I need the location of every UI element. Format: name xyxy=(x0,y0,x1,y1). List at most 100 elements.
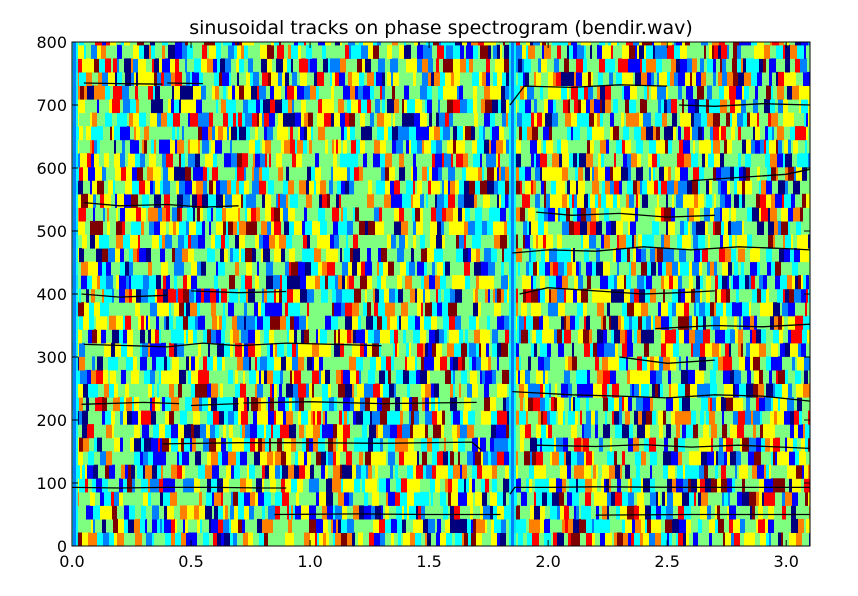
spectrogram-cell xyxy=(196,99,202,114)
spectrogram-cell xyxy=(481,99,485,114)
spectrogram-cell xyxy=(718,71,722,86)
spectrogram-cell xyxy=(760,532,766,546)
spectrogram-cell xyxy=(262,464,265,479)
spectrogram-cell xyxy=(685,410,691,425)
spectrogram-cell xyxy=(664,99,667,114)
spectrogram-cell xyxy=(485,518,487,533)
spectrogram-cell xyxy=(505,193,508,208)
spectrogram-cell xyxy=(405,112,410,127)
spectrogram-cell xyxy=(667,99,671,114)
spectrogram-cell xyxy=(397,275,402,290)
spectrogram-cell xyxy=(647,261,651,276)
spectrogram-cell xyxy=(440,126,443,141)
spectrogram-cell xyxy=(269,112,275,127)
spectrogram-cell xyxy=(105,58,111,73)
spectrogram-cell xyxy=(325,275,328,290)
spectrogram-cell xyxy=(78,220,81,235)
spectrogram-cell xyxy=(82,532,88,546)
spectrogram-cell xyxy=(304,112,308,127)
spectrogram-cell xyxy=(595,424,598,439)
spectrogram-cell xyxy=(721,166,723,181)
spectrogram-cell xyxy=(156,356,159,371)
spectrogram-cell xyxy=(211,383,218,398)
spectrogram-cell xyxy=(248,329,255,344)
spectrogram-cell xyxy=(759,207,761,222)
spectrogram-cell xyxy=(104,153,109,168)
spectrogram-cell xyxy=(595,356,599,371)
spectrogram-cell xyxy=(490,397,496,412)
spectrogram-cell xyxy=(110,369,116,384)
spectrogram-cell xyxy=(465,126,471,141)
spectrogram-cell xyxy=(363,85,370,100)
spectrogram-cell xyxy=(119,478,123,493)
spectrogram-cell xyxy=(545,288,549,303)
spectrogram-cell xyxy=(335,505,342,520)
spectrogram-cell xyxy=(577,193,584,208)
spectrogram-cell xyxy=(603,424,610,439)
spectrogram-cell xyxy=(391,71,393,86)
spectrogram-cell xyxy=(696,71,701,86)
spectrogram-cell xyxy=(159,58,162,73)
spectrogram-cell xyxy=(282,71,285,86)
spectrogram-cell xyxy=(261,369,264,384)
spectrogram-cell xyxy=(345,302,352,317)
spectrogram-cell xyxy=(695,288,700,303)
spectrogram-cell xyxy=(132,397,134,412)
spectrogram-cell xyxy=(791,234,793,249)
spectrogram-cell xyxy=(456,207,458,222)
spectrogram-cell xyxy=(531,220,538,235)
spectrogram-cell xyxy=(126,42,130,46)
spectrogram-cell xyxy=(742,193,745,208)
spectrogram-cell xyxy=(136,126,140,141)
spectrogram-cell xyxy=(629,193,634,208)
spectrogram-cell xyxy=(650,58,656,73)
spectrogram-cell xyxy=(328,275,335,290)
spectrogram-cell xyxy=(190,71,192,86)
spectrogram-cell xyxy=(722,424,727,439)
spectrogram-cell xyxy=(258,437,262,452)
spectrogram-cell xyxy=(228,410,231,425)
spectrogram-cell xyxy=(169,478,175,493)
spectrogram-cell xyxy=(759,288,761,303)
spectrogram-cell xyxy=(345,180,349,195)
spectrogram-cell xyxy=(129,505,135,520)
spectrogram-cell xyxy=(467,424,474,439)
spectrogram-cell xyxy=(464,532,468,546)
spectrogram-cell xyxy=(447,99,453,114)
spectrogram-cell xyxy=(569,478,576,493)
spectrogram-cell xyxy=(106,424,109,439)
spectrogram-cell xyxy=(180,410,187,425)
spectrogram-cell xyxy=(246,288,248,303)
spectrogram-cell xyxy=(449,220,451,235)
spectrogram-cell xyxy=(155,397,160,412)
spectrogram-cell xyxy=(167,356,170,371)
spectrogram-cell xyxy=(593,464,596,479)
spectrogram-cell xyxy=(481,356,488,371)
spectrogram-cell xyxy=(341,518,347,533)
spectrogram-cell xyxy=(627,505,634,520)
spectrogram-cell xyxy=(515,42,520,46)
spectrogram-cell xyxy=(454,71,458,86)
spectrogram-cell xyxy=(673,275,678,290)
spectrogram-cell xyxy=(86,126,88,141)
spectrogram-cell xyxy=(316,518,323,533)
spectrogram-cell xyxy=(701,42,708,46)
spectrogram-cell xyxy=(161,261,168,276)
spectrogram-cell xyxy=(548,302,555,317)
spectrogram-cell xyxy=(637,356,642,371)
spectrogram-cell xyxy=(309,220,312,235)
spectrogram-cell xyxy=(543,139,546,154)
spectrogram-cell xyxy=(190,315,195,330)
spectrogram-cell xyxy=(145,180,150,195)
spectrogram-cell xyxy=(207,451,211,466)
spectrogram-cell xyxy=(220,180,223,195)
spectrogram-cell xyxy=(803,234,808,249)
spectrogram-cell xyxy=(722,491,724,506)
spectrogram-cell xyxy=(609,478,611,493)
spectrogram-cell xyxy=(293,288,300,303)
spectrogram-cell xyxy=(254,451,260,466)
spectrogram-cell xyxy=(538,234,543,249)
spectrogram-cell xyxy=(557,234,562,249)
spectrogram-cell xyxy=(647,180,654,195)
spectrogram-cell xyxy=(389,288,395,303)
